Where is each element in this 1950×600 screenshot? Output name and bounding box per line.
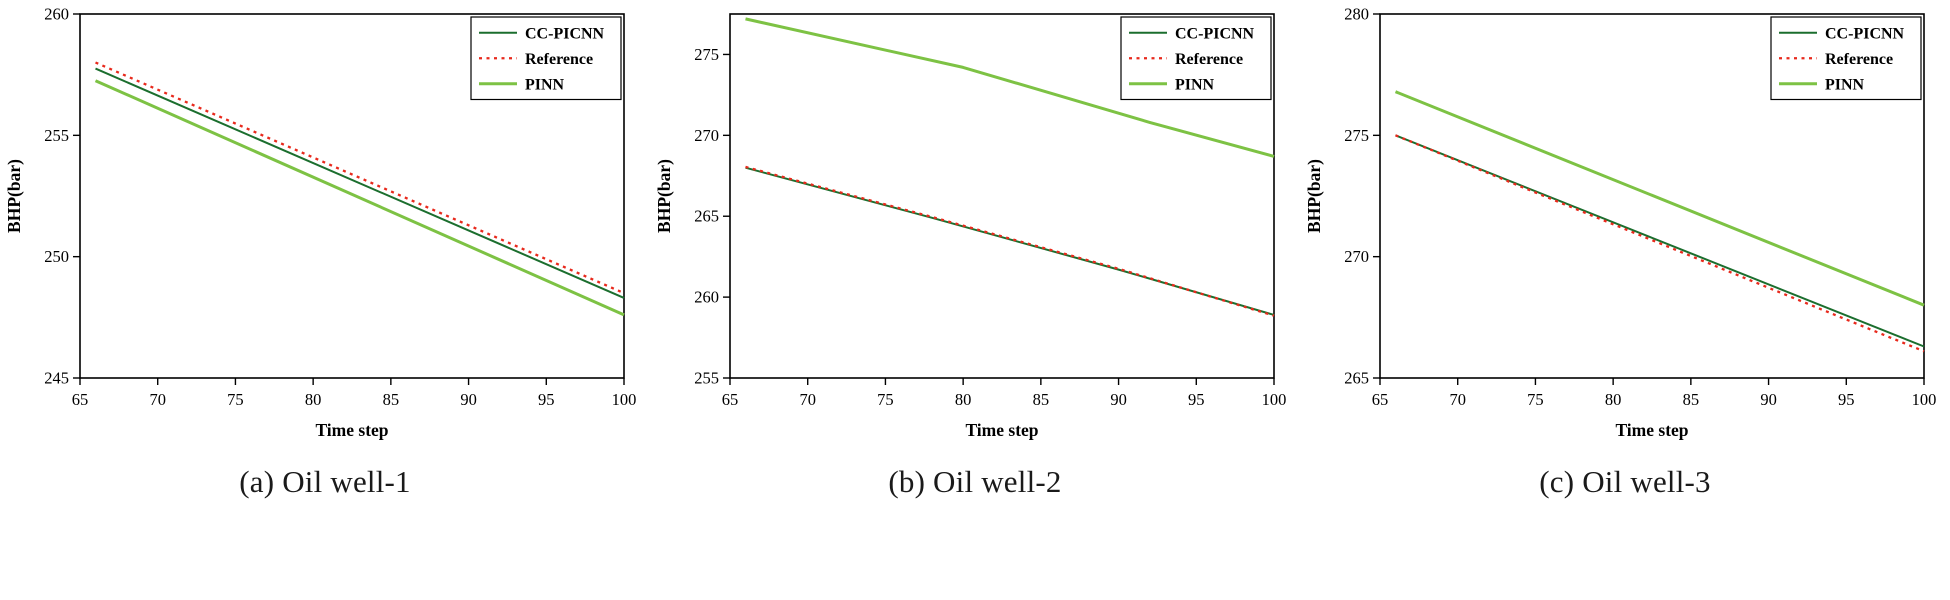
x-tick-label: 65 [72,390,89,409]
legend-label: CC-PICNN [1825,25,1905,42]
legend-label: Reference [1175,51,1243,68]
y-tick-label: 275 [1344,126,1369,145]
legend-label: CC-PICNN [1175,25,1255,42]
x-tick-label: 100 [1262,390,1287,409]
y-axis-label: BHP(bar) [1304,159,1324,233]
caption-oil-well-1: (a) Oil well-1 [239,464,411,499]
chart-oil-well-2: 65 70 75 80 85 90 95 100 255 260 265 270 275 Time ste… [650,0,1300,500]
legend-label: PINN [1825,76,1865,93]
x-tick-label: 75 [227,390,244,409]
y-tick-label: 260 [694,288,719,307]
y-axis-label: BHP(bar) [654,159,674,233]
y-axis-label: BHP(bar) [4,159,24,233]
x-tick-label: 70 [799,390,816,409]
series-line-cc-picnn [95,67,625,299]
caption-oil-well-3: (c) Oil well-3 [1539,464,1711,499]
oil-well-3-plot: 65 70 75 80 85 90 95 100 265 270 275 280 Time step BH… [1304,5,1937,441]
legend-label: Reference [1825,51,1893,68]
x-tick-label: 95 [538,390,555,409]
x-tick-label: 80 [1605,390,1622,409]
legend-label: CC-PICNN [525,25,605,42]
legend-box [470,16,622,101]
chart-oil-well-1: 65 70 75 80 85 90 95 100 245 250 255 260 Time step BH… [0,0,650,500]
x-tick-label: 65 [722,390,739,409]
x-tick-label: 80 [305,390,322,409]
x-tick-label: 70 [149,390,166,409]
x-tick-label: 85 [1683,390,1700,409]
y-tick-label: 275 [694,45,719,64]
y-tick-label: 255 [694,369,719,388]
series-line-reference [95,61,625,295]
caption-oil-well-2: (b) Oil well-2 [888,464,1062,499]
x-axis-label: Time step [315,420,388,440]
x-tick-label: 80 [955,390,972,409]
y-tick-label: 255 [44,126,69,145]
series-line-cc-picnn [1395,134,1925,348]
x-tick-label: 75 [877,390,894,409]
series-line-pinn [1394,90,1925,307]
y-tick-label: 265 [694,207,719,226]
y-tick-label: 260 [44,5,69,24]
x-tick-label: 95 [1188,390,1205,409]
x-tick-label: 100 [612,390,637,409]
x-tick-label: 90 [1110,390,1127,409]
y-tick-label: 250 [44,247,69,266]
y-tick-label: 280 [1344,5,1369,24]
x-tick-label: 65 [1372,390,1389,409]
plot-frame [1379,13,1925,379]
y-tick-label: 270 [1344,247,1369,266]
y-tick-label: 245 [44,369,69,388]
plot-frame [79,13,625,379]
x-tick-label: 85 [383,390,400,409]
x-axis-label: Time step [965,420,1038,440]
chart-oil-well-3: 65 70 75 80 85 90 95 100 265 270 275 280 Time step BH… [1300,0,1950,500]
x-axis-label: Time step [1615,420,1688,440]
series-line-reference [745,165,1275,317]
x-tick-label: 70 [1449,390,1466,409]
x-tick-label: 90 [460,390,477,409]
oil-well-1-plot: 65 70 75 80 85 90 95 100 245 250 255 260 Time step BH… [4,5,637,441]
x-tick-label: 85 [1033,390,1050,409]
x-tick-label: 75 [1527,390,1544,409]
series-line-pinn [94,79,625,317]
y-tick-label: 265 [1344,369,1369,388]
x-tick-label: 95 [1838,390,1855,409]
legend-label: PINN [525,76,565,93]
series-line-pinn [745,17,1275,158]
x-tick-label: 100 [1912,390,1937,409]
x-tick-label: 90 [1760,390,1777,409]
y-tick-label: 270 [694,126,719,145]
series-line-reference [1395,134,1925,353]
oil-well-2-plot: 65 70 75 80 85 90 95 100 255 260 265 270 275 Time ste… [654,13,1287,440]
plot-frame [729,13,1275,379]
legend-label: Reference [525,51,593,68]
legend-label: PINN [1175,76,1215,93]
